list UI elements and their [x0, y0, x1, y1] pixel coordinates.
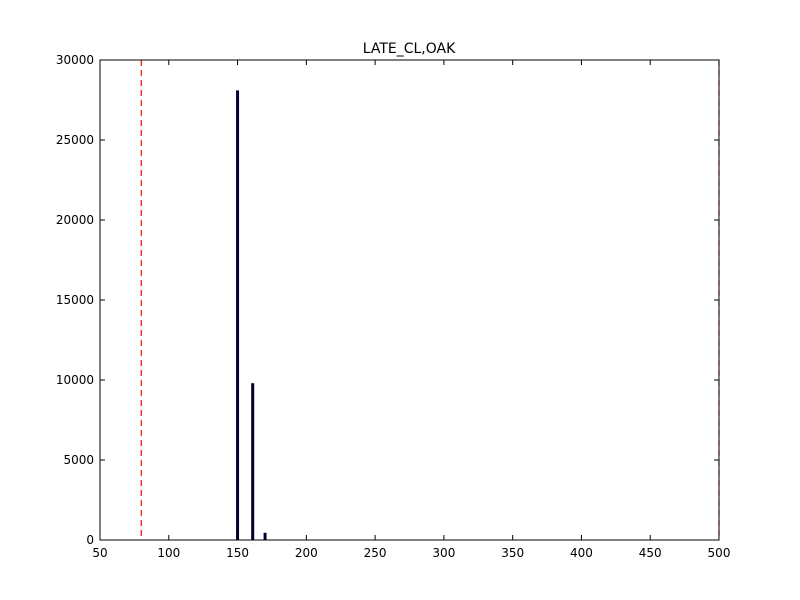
x-tick-label-0: 50 — [92, 546, 107, 560]
x-tick-label-6: 350 — [501, 546, 524, 560]
x-axis: 50 100 150 200 250 300 350 400 450 500 — [92, 60, 730, 560]
y-tick-label-1: 5000 — [63, 453, 94, 467]
x-tick-label-3: 200 — [295, 546, 318, 560]
x-tick-label-9: 500 — [708, 546, 731, 560]
y-tick-label-6: 30000 — [56, 53, 94, 67]
bar-0 — [236, 90, 240, 541]
x-tick-label-8: 450 — [639, 546, 662, 560]
y-tick-label-2: 10000 — [56, 373, 94, 387]
bars — [236, 90, 267, 541]
x-tick-label-4: 250 — [364, 546, 387, 560]
y-axis: 0 5000 10000 15000 20000 25000 30000 — [56, 53, 719, 547]
bar-1 — [251, 383, 255, 540]
x-tick-label-5: 300 — [432, 546, 455, 560]
x-tick-label-1: 100 — [157, 546, 180, 560]
x-tick-label-7: 400 — [570, 546, 593, 560]
x-tick-label-2: 150 — [226, 546, 249, 560]
bar-2 — [263, 532, 267, 540]
y-tick-label-5: 25000 — [56, 133, 94, 147]
y-tick-label-4: 20000 — [56, 213, 94, 227]
y-tick-label-0: 0 — [86, 533, 94, 547]
y-tick-label-3: 15000 — [56, 293, 94, 307]
chart-title: LATE_CL,OAK — [363, 41, 456, 57]
